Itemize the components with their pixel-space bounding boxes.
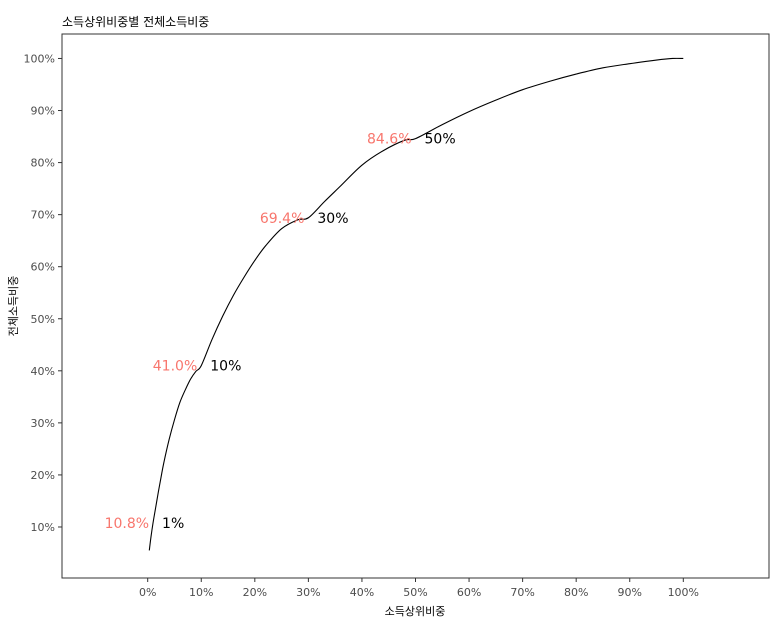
x-tick-label: 60% [457, 586, 481, 599]
x-tick-label: 40% [350, 586, 374, 599]
y-tick-label: 20% [31, 469, 55, 482]
x-tick-label: 0% [139, 586, 156, 599]
x-tick-label: 80% [564, 586, 588, 599]
y-tick-label: 30% [31, 417, 55, 430]
x-axis-title: 소득상위비중 [385, 605, 446, 618]
plot-panel [61, 33, 770, 579]
x-tick-label: 50% [403, 586, 427, 599]
annotation-income-share: 69.4% [260, 211, 304, 227]
y-axis-title: 전체소득비중 [7, 276, 20, 337]
y-tick-label: 60% [31, 261, 55, 274]
annotation-top-share: 30% [317, 211, 348, 227]
y-tick-label: 70% [31, 209, 55, 222]
y-tick-label: 10% [31, 521, 55, 534]
annotation-top-share: 50% [425, 132, 456, 148]
annotation-top-share: 1% [162, 516, 184, 532]
y-axis: 10% 20% 30% 40% 50% 60% 70% 80% 90% 100% [24, 52, 62, 534]
x-tick-label: 70% [510, 586, 534, 599]
y-tick-label: 40% [31, 365, 55, 378]
cumulative-share-line [148, 57, 684, 551]
chart-title: 소득상위비중별 전체소득비중 [62, 15, 209, 29]
annotation-income-share: 84.6% [367, 132, 411, 148]
annotations: 10.8% 1% 41.0% 10% 69.4% 30% 84.6% 50% [105, 132, 456, 532]
y-tick-label: 50% [31, 313, 55, 326]
annotation-income-share: 10.8% [105, 516, 149, 532]
annotation-top-share: 10% [210, 359, 241, 375]
x-tick-label: 100% [668, 586, 699, 599]
x-tick-label: 20% [243, 586, 267, 599]
annotation-income-share: 41.0% [153, 359, 197, 375]
y-tick-label: 100% [24, 52, 55, 65]
y-tick-label: 90% [31, 105, 55, 118]
y-tick-label: 80% [31, 157, 55, 170]
x-axis: 0% 10% 20% 30% 40% 50% 60% 70% 80% 90% 100% [139, 578, 699, 599]
x-tick-label: 90% [618, 586, 642, 599]
x-tick-label: 30% [296, 586, 320, 599]
x-tick-label: 10% [189, 586, 213, 599]
